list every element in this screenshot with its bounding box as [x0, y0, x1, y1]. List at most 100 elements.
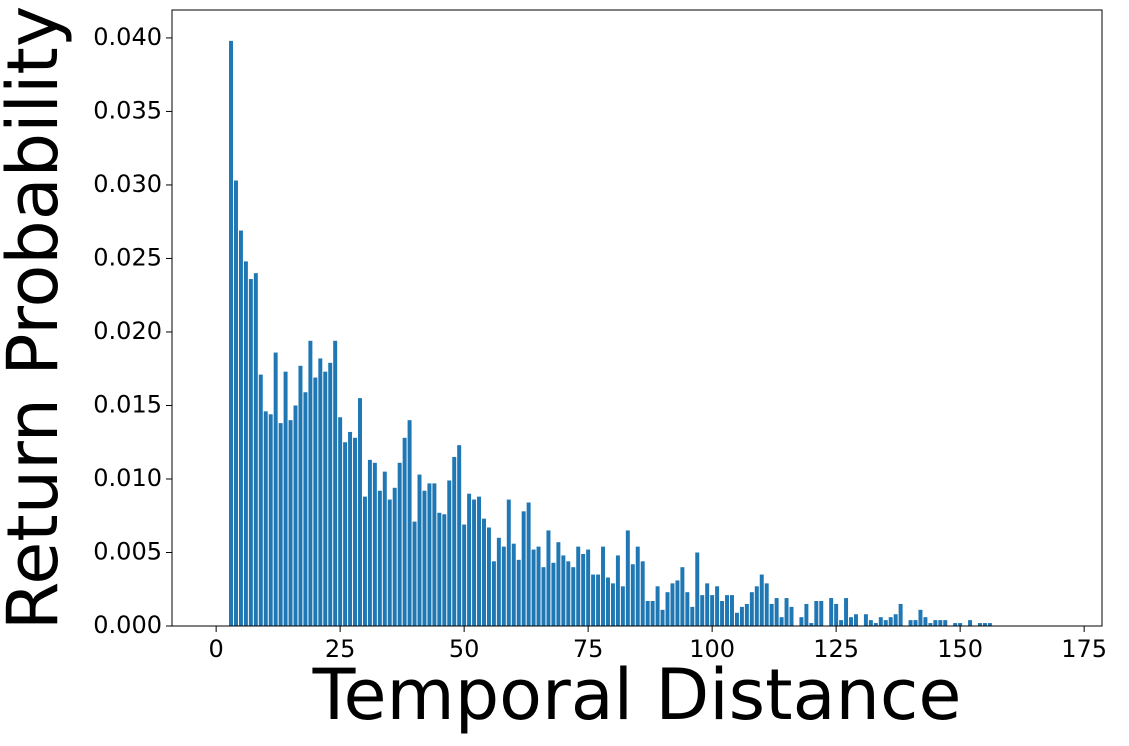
- bar: [427, 483, 432, 626]
- y-tick-label: 0.015: [93, 390, 162, 418]
- bar: [779, 617, 784, 626]
- bar: [477, 496, 482, 626]
- bar: [640, 561, 645, 626]
- bar: [248, 279, 253, 626]
- bar: [234, 180, 238, 627]
- bar: [868, 620, 873, 626]
- bar: [680, 567, 685, 626]
- bar: [432, 483, 437, 626]
- bar: [734, 612, 739, 626]
- bar: [834, 603, 839, 626]
- bar: [258, 374, 263, 626]
- bar: [278, 423, 283, 626]
- bar: [675, 580, 680, 626]
- bar: [804, 603, 809, 626]
- bar: [739, 606, 744, 626]
- bar: [769, 603, 774, 626]
- bar: [789, 606, 794, 626]
- bar: [943, 620, 948, 626]
- bar: [318, 358, 323, 626]
- y-tick-label: 0.005: [93, 537, 162, 565]
- bar: [670, 583, 675, 626]
- bar: [809, 623, 814, 626]
- x-tick-label: 25: [325, 635, 356, 663]
- y-tick-label: 0.040: [93, 23, 162, 51]
- bar: [987, 623, 992, 626]
- bar: [655, 586, 660, 626]
- bar: [293, 405, 298, 626]
- bar: [273, 352, 278, 626]
- bar: [482, 518, 486, 626]
- bar: [323, 371, 328, 626]
- bar: [586, 549, 591, 626]
- bar: [516, 559, 521, 626]
- bar: [898, 603, 903, 626]
- bar: [338, 417, 343, 626]
- bar: [705, 583, 710, 626]
- bar: [457, 445, 462, 626]
- bar: [982, 623, 987, 626]
- bar: [402, 437, 407, 626]
- bar: [387, 499, 392, 626]
- bar: [978, 623, 982, 626]
- bar: [888, 617, 893, 626]
- plot-frame: [171, 9, 1103, 627]
- bar: [501, 546, 506, 626]
- bar: [462, 524, 467, 626]
- bar: [968, 620, 973, 626]
- bar: [630, 564, 635, 626]
- bar: [581, 553, 586, 626]
- bar: [417, 474, 422, 626]
- bar: [744, 603, 749, 626]
- bar: [759, 574, 764, 626]
- bar: [288, 420, 293, 626]
- bar: [467, 493, 472, 626]
- bar: [928, 623, 933, 626]
- bar: [372, 462, 377, 626]
- bar: [511, 543, 516, 626]
- bar: [243, 261, 248, 626]
- bar: [913, 620, 918, 626]
- bar: [283, 371, 288, 626]
- y-tick-label: 0.000: [93, 611, 162, 639]
- bar: [933, 620, 938, 626]
- bar: [303, 392, 308, 626]
- bar: [298, 365, 303, 626]
- x-tick-label: 175: [1061, 635, 1107, 663]
- bar: [814, 601, 819, 626]
- bar: [725, 595, 730, 626]
- y-tick-label: 0.035: [93, 96, 162, 124]
- bar: [873, 623, 878, 626]
- bar: [422, 490, 427, 626]
- bar: [938, 620, 943, 626]
- bar: [878, 617, 883, 626]
- bar: [764, 583, 769, 626]
- bar: [720, 601, 725, 626]
- bar: [442, 514, 447, 626]
- bar: [229, 40, 234, 626]
- bar: [774, 598, 779, 626]
- bar: [863, 614, 868, 626]
- bar: [348, 431, 353, 626]
- bar: [571, 567, 576, 626]
- bar: [908, 620, 913, 626]
- x-tick-label: 125: [813, 635, 859, 663]
- x-tick-label: 150: [937, 635, 983, 663]
- bar: [839, 620, 844, 626]
- bar: [844, 598, 849, 626]
- y-tick-label: 0.025: [93, 243, 162, 271]
- bar: [854, 614, 858, 626]
- bar: [953, 623, 958, 626]
- bar: [447, 480, 452, 626]
- bar: [754, 586, 759, 626]
- bar: [526, 502, 531, 626]
- bar: [392, 487, 397, 626]
- bar: [710, 595, 715, 626]
- bar: [566, 561, 571, 626]
- bar: [556, 542, 561, 626]
- y-tick-label: 0.030: [93, 170, 162, 198]
- bar: [496, 537, 501, 626]
- y-tick-label: 0.010: [93, 464, 162, 492]
- bar: [412, 521, 417, 626]
